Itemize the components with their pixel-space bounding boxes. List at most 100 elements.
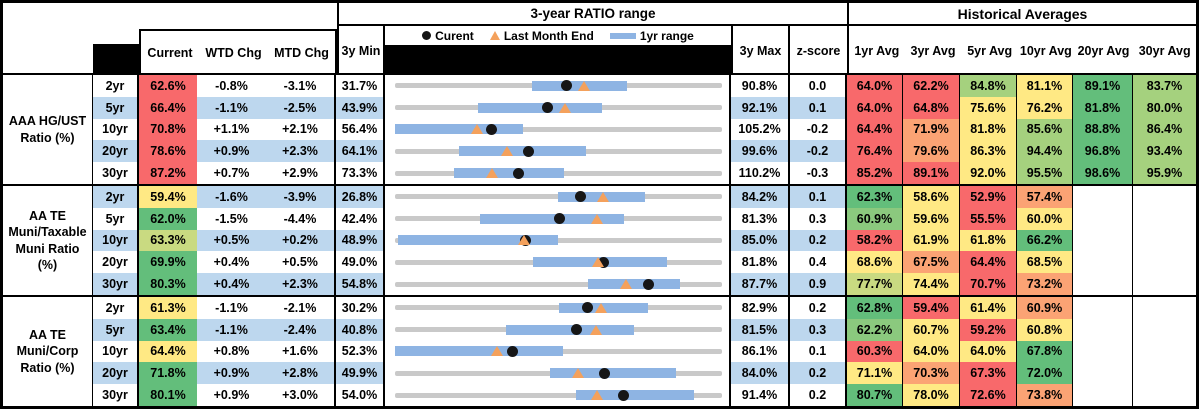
range-chart (385, 340, 731, 363)
one-year-range-bar (480, 213, 624, 224)
range-chart (385, 75, 731, 97)
wtd-chg-cell: +0.7% (197, 162, 266, 184)
z-score-cell: 0.2 (790, 297, 847, 319)
avg-cell: 59.2% (960, 318, 1017, 341)
tenor-cell: 2yr (93, 297, 139, 319)
wtd-chg-cell: +0.4% (197, 251, 266, 274)
tenor-cell: 5yr (93, 96, 139, 119)
current-cell: 71.8% (139, 362, 197, 385)
avg-cell: 95.9% (1133, 162, 1196, 184)
one-year-range-bar (506, 324, 635, 335)
avg-cell: 85.2% (847, 162, 903, 184)
avg-cell: 66.2% (1017, 229, 1073, 252)
avg-cell: 67.5% (903, 251, 960, 274)
mtd-chg-cell: -2.5% (266, 96, 336, 119)
last-month-end-triangle (558, 102, 571, 113)
avg-cell (1133, 251, 1196, 274)
avg-cell: 83.7% (1133, 75, 1196, 97)
avg-cell (1073, 340, 1133, 363)
avg-cell: 70.3% (903, 362, 960, 385)
current-cell: 69.9% (139, 251, 197, 274)
avg-cell (1133, 384, 1196, 406)
range-plot (395, 75, 722, 97)
wtd-chg-cell: +1.1% (197, 118, 266, 141)
three-year-max-cell: 81.5% (731, 318, 790, 341)
current-dot-icon (422, 31, 432, 40)
group-label: AA TE Muni/Corp Ratio (%) (3, 297, 93, 406)
avg-cell (1133, 340, 1196, 363)
one-year-range-bar (453, 168, 565, 179)
three-year-min-cell: 31.7% (336, 75, 385, 97)
avg-cell (1073, 297, 1133, 319)
three-year-min-cell: 49.0% (336, 251, 385, 274)
range-chart (385, 186, 731, 208)
tenor-cell: 20yr (93, 251, 139, 274)
avg-cell: 78.0% (903, 384, 960, 406)
table-body: AAA HG/UST Ratio (%) 2yr 62.6% -0.8% -3.1% 31… (3, 75, 1196, 406)
table-row: 30yr 80.3% +0.4% +2.3% 54.8% 87.7% 0.9 77.7% 74.… (93, 273, 1196, 295)
wtd-chg-cell: +0.9% (197, 384, 266, 406)
three-year-max-cell: 110.2% (731, 162, 790, 184)
tenor-header-black-cell (93, 44, 139, 75)
z-score-cell: 0.2 (790, 362, 847, 385)
avg-cell: 60.8% (1017, 318, 1073, 341)
legend-current: Curent (422, 29, 474, 43)
mtd-chg-cell: +1.6% (266, 340, 336, 363)
avg-cell: 84.8% (960, 75, 1017, 97)
avg-cell: 60.0% (1017, 207, 1073, 230)
last-month-end-triangle (517, 235, 530, 246)
change-columns-header: Current WTD Chg MTD Chg (139, 29, 337, 75)
table-row: 10yr 63.3% +0.5% +0.2% 48.9% 85.0% 0.2 58.2% 61.… (93, 229, 1196, 252)
avg-cell (1133, 318, 1196, 341)
wtd-chg-cell: +0.9% (197, 362, 266, 385)
one-year-range-bar (550, 368, 677, 379)
three-year-min-cell: 52.3% (336, 340, 385, 363)
z-score-cell: 0.0 (790, 75, 847, 97)
three-year-min-cell: 73.3% (336, 162, 385, 184)
table-row: 10yr 64.4% +0.8% +1.6% 52.3% 86.1% 0.1 60.3% 64.… (93, 340, 1196, 363)
avg-cell: 77.7% (847, 273, 903, 295)
tenor-cell: 5yr (93, 318, 139, 341)
current-dot (512, 167, 524, 179)
tenor-cell: 30yr (93, 162, 139, 184)
avg-cell: 96.8% (1073, 140, 1133, 163)
wtd-chg-cell: -1.5% (197, 207, 266, 230)
avg-cell (1073, 229, 1133, 252)
ratio-group: AAA HG/UST Ratio (%) 2yr 62.6% -0.8% -3.1% 31… (3, 75, 1196, 184)
chart-legend: Curent Last Month End 1yr range (385, 26, 731, 45)
avg-cell: 64.0% (847, 96, 903, 119)
avg-cell: 62.3% (847, 186, 903, 208)
mtd-chg-cell: -2.4% (266, 318, 336, 341)
group-label: AA TE Muni/Taxable Muni Ratio (%) (3, 186, 93, 295)
avg-cell: 64.8% (903, 96, 960, 119)
z-score-cell: 0.2 (790, 229, 847, 252)
current-cell: 62.0% (139, 207, 197, 230)
last-month-end-triangle (591, 390, 604, 401)
last-month-end-triangle-icon (489, 31, 500, 40)
legend-1yr-range: 1yr range (609, 29, 694, 43)
avg-cell: 86.3% (960, 140, 1017, 163)
z-score-cell: -0.3 (790, 162, 847, 184)
z-score-cell: 0.1 (790, 96, 847, 119)
three-year-min-cell: 56.4% (336, 118, 385, 141)
one-year-range-bar (587, 279, 680, 290)
three-year-min-cell: 49.9% (336, 362, 385, 385)
avg-cell: 93.4% (1133, 140, 1196, 163)
table-header: 3-year RATIO range Historical Averages C… (3, 3, 1196, 75)
tenor-cell: 2yr (93, 75, 139, 97)
tenor-cell: 10yr (93, 340, 139, 363)
avg-cell: 64.4% (960, 251, 1017, 274)
range-plot (395, 341, 722, 363)
range-plot (395, 273, 722, 295)
mtd-chg-cell: +3.0% (266, 384, 336, 406)
three-year-min-cell: 48.9% (336, 229, 385, 252)
avg-cell: 85.6% (1017, 118, 1073, 141)
current-dot (617, 389, 629, 401)
avg-cell: 67.8% (1017, 340, 1073, 363)
last-month-end-triangle (572, 368, 585, 379)
avg-cell: 86.4% (1133, 118, 1196, 141)
range-track (395, 126, 722, 132)
current-cell: 59.4% (139, 186, 197, 208)
mtd-chg-cell: -2.1% (266, 297, 336, 319)
current-cell: 63.3% (139, 229, 197, 252)
